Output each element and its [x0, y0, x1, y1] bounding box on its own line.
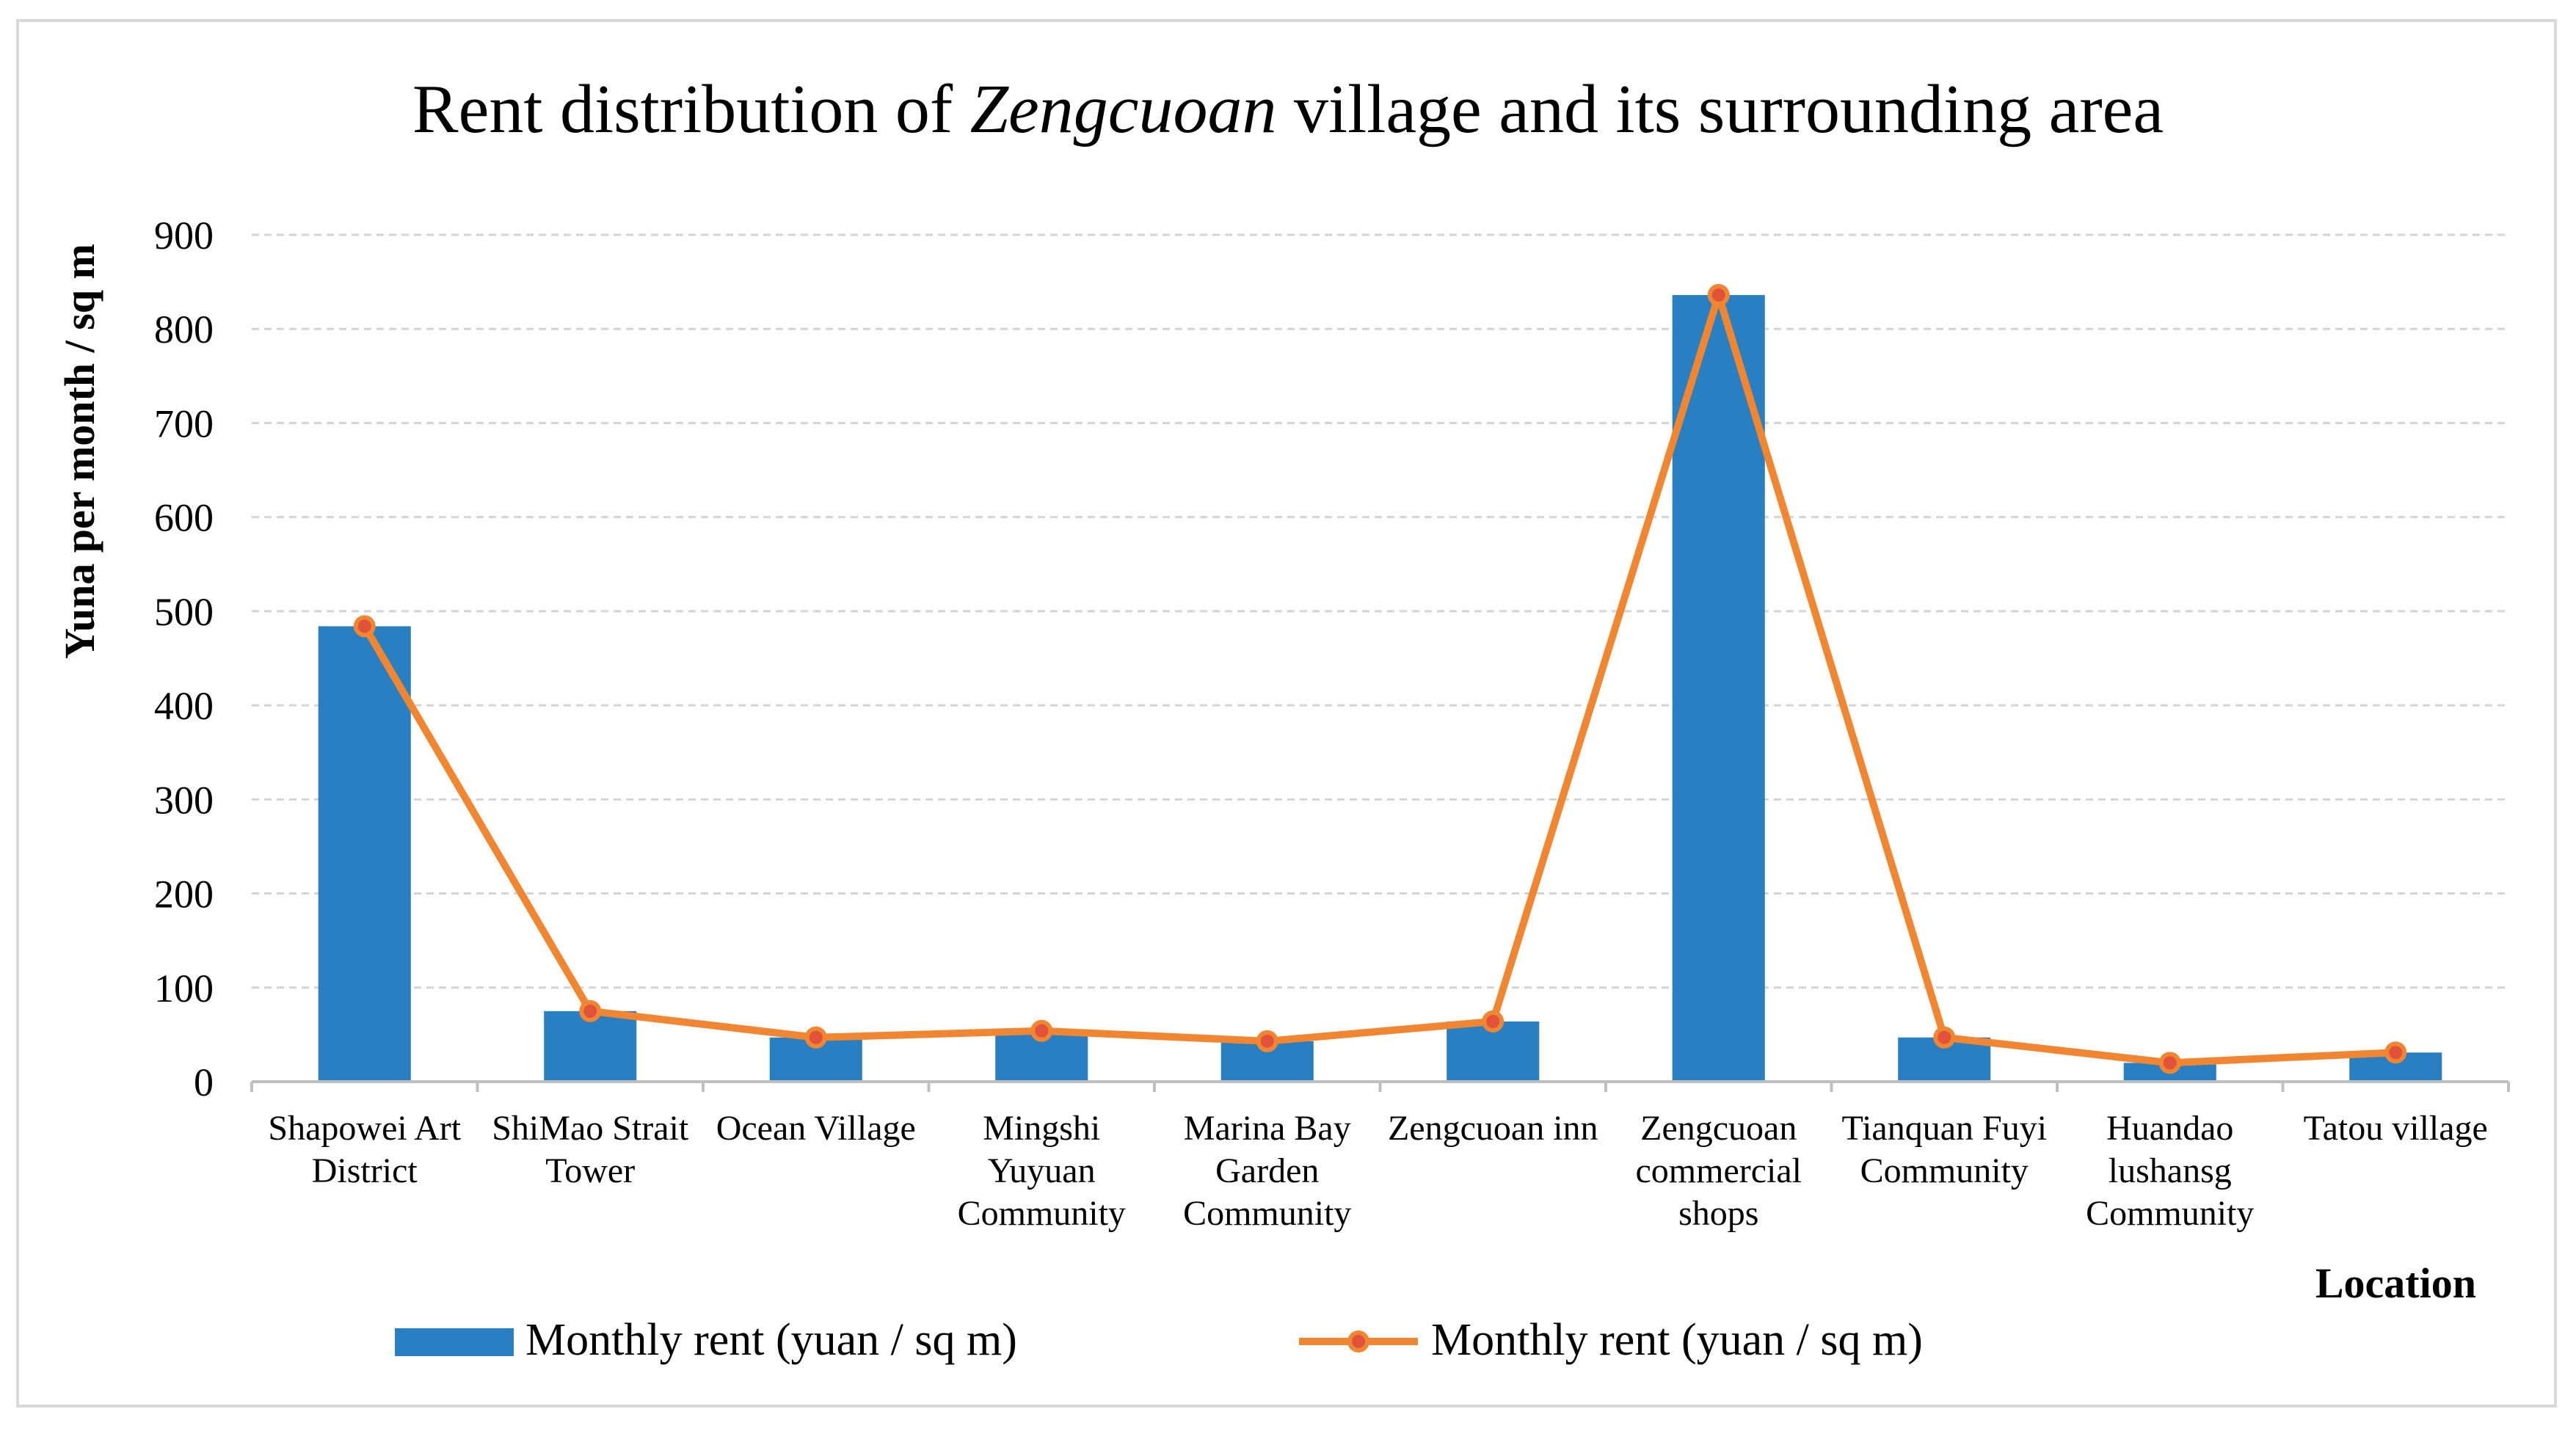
y-tick-label-100: 100 — [154, 966, 214, 1011]
x-category-label-9: Tatou village — [2304, 1109, 2488, 1148]
chart-frame — [16, 19, 2557, 1408]
bar-0 — [318, 626, 411, 1082]
y-tick-label-300: 300 — [154, 778, 214, 822]
y-axis-title: Yuna per month / sq m — [56, 244, 103, 659]
x-category-line-4-1: Garden — [1215, 1151, 1319, 1190]
x-category-line-1-1: Tower — [545, 1151, 635, 1190]
line-point-8 — [2158, 1052, 2181, 1074]
x-category-label-7: Tianquan Fuyi Community — [1841, 1109, 2047, 1190]
axis-labels: 0 100 200 300 400 500 600 700 800 900 Shapowei Art… — [56, 214, 2488, 1307]
line-point-4 — [1256, 1030, 1278, 1052]
y-tick-label-500: 500 — [154, 590, 214, 634]
line-point-3 — [1030, 1019, 1053, 1042]
x-category-line-0-1: District — [312, 1151, 418, 1190]
line-point-7 — [1933, 1026, 1956, 1049]
x-category-line-6-2: shops — [1678, 1194, 1758, 1233]
y-tick-label-600: 600 — [154, 496, 214, 540]
y-tick-label-800: 800 — [154, 307, 214, 352]
gridlines — [252, 233, 2508, 989]
x-category-label-3: Mingshi Yuyuan Community — [958, 1109, 1126, 1233]
x-category-line-8-1: lushansg — [2109, 1151, 2232, 1190]
x-category-line-7-1: Community — [1860, 1151, 2029, 1190]
x-category-label-6: Zengcuoan commercial shops — [1635, 1109, 1802, 1233]
x-category-line-6-1: commercial — [1635, 1151, 1802, 1190]
x-category-line-8-2: Community — [2086, 1194, 2254, 1233]
bar-6 — [1672, 295, 1765, 1082]
x-category-line-7-0: Tianquan Fuyi — [1841, 1109, 2047, 1148]
x-category-line-1-0: ShiMao Strait — [492, 1109, 689, 1148]
chart-title: Rent distribution of Zengcuoan village a… — [412, 71, 2164, 148]
legend-bar-label: Monthly rent (yuan / sq m) — [525, 1315, 1017, 1365]
line-series — [353, 284, 2407, 1074]
title-part-2: village and its surrounding area — [1276, 71, 2164, 148]
legend-line-label: Monthly rent (yuan / sq m) — [1431, 1315, 1923, 1365]
x-category-line-2-0: Ocean Village — [716, 1109, 916, 1148]
axes — [250, 1080, 2510, 1092]
y-tick-label-900: 900 — [154, 214, 214, 258]
line-point-5 — [1482, 1010, 1505, 1033]
x-category-label-4: Marina Bay Garden Community — [1183, 1109, 1351, 1233]
y-tick-label-200: 200 — [154, 873, 214, 917]
x-category-label-1: ShiMao Strait Tower — [492, 1109, 689, 1190]
legend-line-marker — [1347, 1330, 1369, 1352]
x-category-label-2: Ocean Village — [716, 1109, 916, 1148]
x-category-label-0: Shapowei Art District — [268, 1109, 461, 1190]
bar-1 — [544, 1011, 637, 1082]
line-point-1 — [579, 999, 602, 1022]
y-tick-label-400: 400 — [154, 684, 214, 728]
x-category-line-6-0: Zengcuoan — [1640, 1109, 1797, 1148]
y-tick-label-0: 0 — [194, 1060, 214, 1104]
title-part-1: Zengcuoan — [970, 71, 1277, 148]
x-category-line-3-0: Mingshi — [983, 1109, 1100, 1148]
x-category-line-8-0: Huandao — [2106, 1109, 2233, 1148]
x-category-line-3-1: Yuyuan — [988, 1151, 1096, 1190]
x-category-label-5: Zengcuoan inn — [1388, 1109, 1598, 1148]
line-point-9 — [2384, 1041, 2407, 1064]
title-part-0: Rent distribution of — [412, 71, 970, 148]
x-category-label-8: Huandao lushansg Community — [2086, 1109, 2254, 1233]
legend: Monthly rent (yuan / sq m) Monthly rent (… — [395, 1315, 1923, 1365]
x-axis-title: Location — [2315, 1259, 2476, 1307]
series-line — [361, 291, 2396, 1067]
x-category-line-4-2: Community — [1183, 1194, 1351, 1233]
x-category-line-0-0: Shapowei Art — [268, 1109, 461, 1148]
line-point-0 — [353, 615, 376, 638]
line-point-2 — [804, 1026, 827, 1049]
legend-bar-swatch — [395, 1328, 514, 1356]
line-point-6 — [1707, 284, 1730, 307]
bar-series — [318, 295, 2442, 1082]
y-tick-label-700: 700 — [154, 401, 214, 445]
x-category-line-9-0: Tatou village — [2304, 1109, 2488, 1148]
x-category-line-5-0: Zengcuoan inn — [1388, 1109, 1598, 1148]
x-category-line-4-0: Marina Bay — [1184, 1109, 1351, 1148]
x-category-line-3-2: Community — [958, 1194, 1126, 1233]
